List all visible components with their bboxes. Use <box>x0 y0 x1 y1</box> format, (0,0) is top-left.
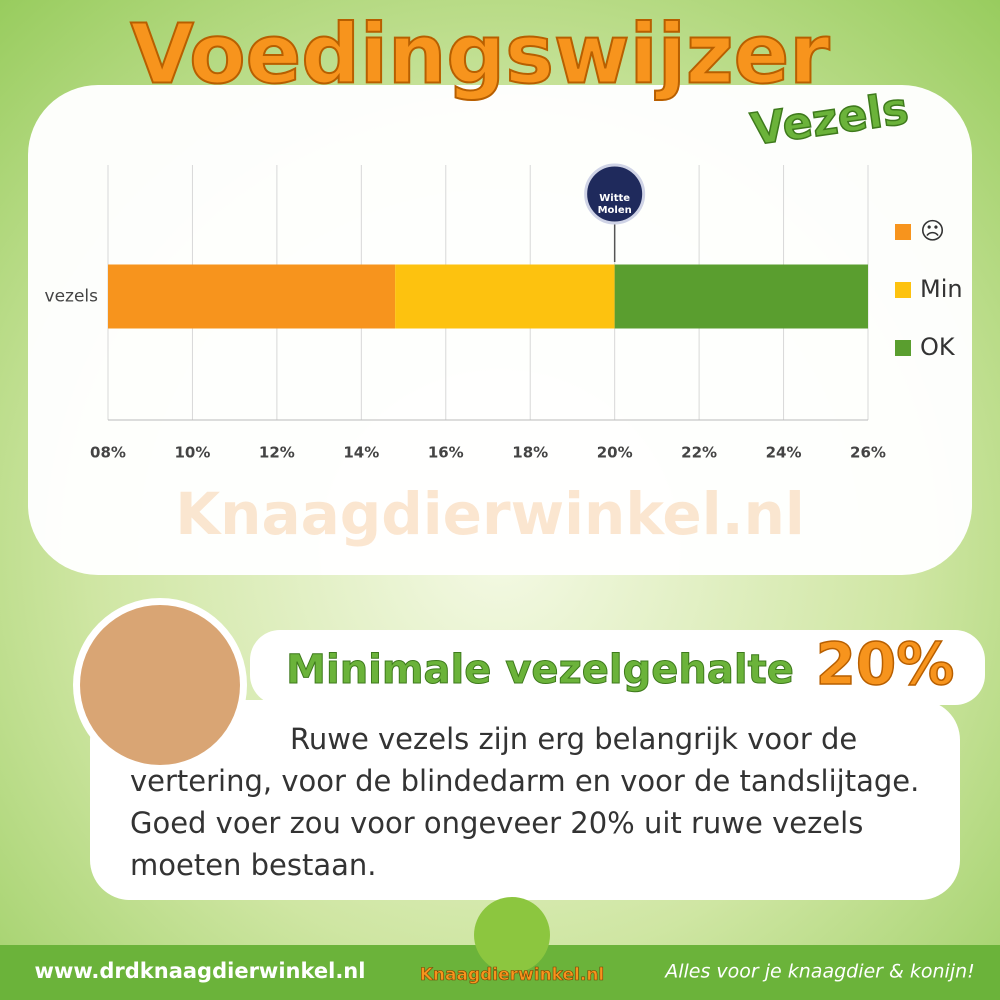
annotation-label: Witte <box>599 193 630 204</box>
footer-url: www.drdknaagdierwinkel.nl <box>35 959 366 983</box>
logo-mascot <box>474 897 550 973</box>
legend-label: OK <box>920 333 956 361</box>
x-tick-label: 18% <box>512 444 548 462</box>
x-tick-label: 20% <box>597 444 633 462</box>
footer-slogan: Alles voor je knaagdier & konijn! <box>663 961 975 983</box>
info-highlight: 20% <box>816 630 955 698</box>
x-tick-label: 12% <box>259 444 295 462</box>
legend-label: Min <box>920 275 963 303</box>
annotation-label: Molen <box>598 205 632 216</box>
page-title: Voedingswijzer <box>130 7 830 102</box>
bar-segment <box>108 264 396 329</box>
x-tick-label: 22% <box>681 444 717 462</box>
body-card <box>90 700 960 900</box>
chart-card <box>28 85 972 575</box>
x-tick-label: 26% <box>850 444 886 462</box>
plot-area <box>108 264 868 329</box>
x-tick-label: 14% <box>343 444 379 462</box>
x-tick-label: 10% <box>174 444 210 462</box>
x-tick-label: 08% <box>90 444 126 462</box>
bar-segment <box>395 264 615 329</box>
watermark: Knaagdierwinkel.nl <box>175 480 805 548</box>
legend-swatch <box>895 224 911 240</box>
y-tick-label: vezels <box>45 287 99 307</box>
footer-logo: Knaagdierwinkel.nl <box>420 965 605 985</box>
info-heading: Minimale vezelgehalte <box>286 647 794 693</box>
rabbit-photo <box>80 605 240 765</box>
legend-label: ☹ <box>920 217 945 245</box>
chart: 08% 10% 12% 14% 16% 18% 20% 22% 24% 26% vezels ☹ Min… <box>45 163 963 462</box>
x-tick-label: 16% <box>428 444 464 462</box>
x-tick-label: 24% <box>766 444 802 462</box>
info-body: Ruwe vezels zijn erg belangrijk voor de … <box>130 722 920 882</box>
legend-swatch <box>895 282 911 298</box>
heading-card <box>250 630 985 705</box>
annotation-badge <box>584 163 646 225</box>
bar-segment <box>614 264 868 329</box>
legend-swatch <box>895 340 911 356</box>
